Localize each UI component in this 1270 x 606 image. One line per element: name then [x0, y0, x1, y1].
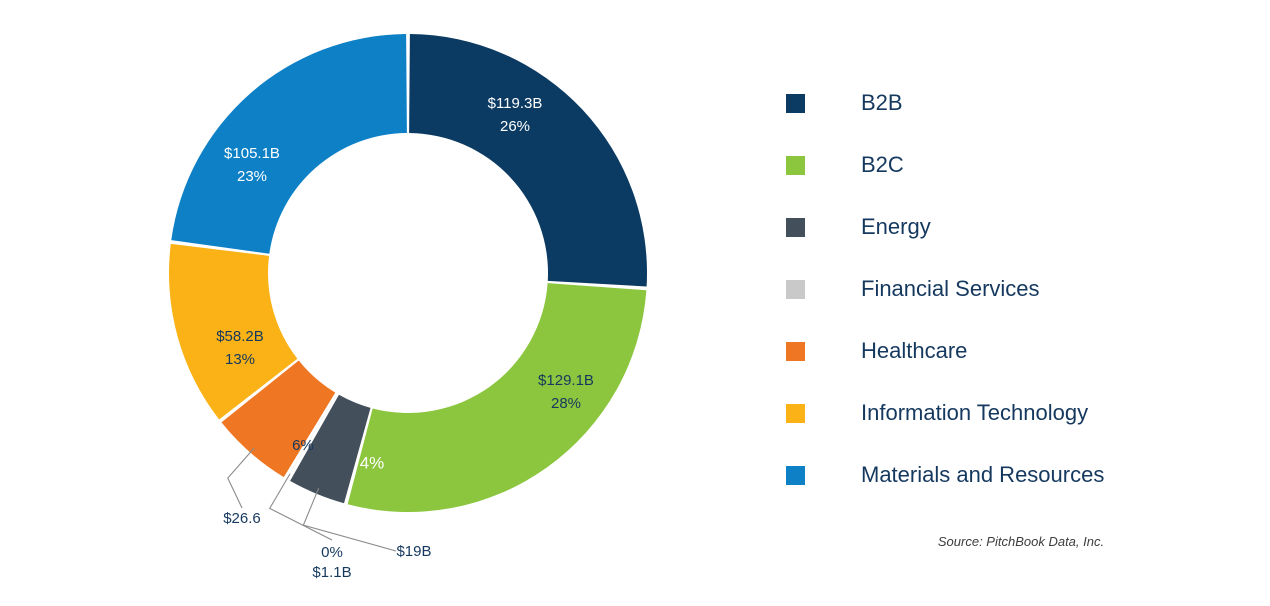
label-it-percent: 13%	[225, 351, 255, 368]
label-energy-percent: 4%	[360, 453, 385, 472]
legend-swatch-icon	[786, 93, 805, 113]
legend-item-financial-services[interactable]: Financial Services	[786, 258, 1256, 320]
legend-item-label: B2B	[861, 90, 903, 115]
legend-swatch-icon	[786, 465, 805, 485]
legend-swatch-icon	[786, 217, 805, 237]
label-materials-value: $105.1B	[224, 145, 280, 162]
legend-swatch-icon	[786, 341, 805, 361]
legend-item-materials-and-resources[interactable]: Materials and Resources	[786, 444, 1256, 506]
label-materials-percent: 23%	[237, 168, 267, 185]
chart-plot-area: $119.3B 26% $129.1B 28% $105.1B 23% $58.…	[169, 34, 647, 581]
donut-slice-b2b[interactable]	[409, 34, 647, 287]
donut-slice-materials-and-resources[interactable]	[171, 34, 407, 254]
donut-slice-healthcare[interactable]	[221, 360, 336, 478]
legend-item-information-technology[interactable]: Information Technology	[786, 382, 1256, 444]
label-b2c-percent: 28%	[551, 395, 581, 412]
label-b2b-percent: 26%	[500, 118, 530, 135]
callout-healthcare-value: $26.6	[223, 510, 261, 527]
leader-line-healthcare	[227, 447, 255, 509]
legend-item-label: Financial Services	[861, 276, 1040, 301]
callout-leader-lines	[227, 447, 397, 552]
legend-item-label: Energy	[861, 214, 931, 239]
leader-line-energy	[302, 487, 397, 552]
callout-financial-value: $1.1B	[312, 564, 351, 581]
donut-slice-financial-services[interactable]	[286, 393, 338, 480]
label-b2b-value: $119.3B	[488, 95, 543, 112]
legend-item-b2c[interactable]: B2C	[786, 134, 1256, 196]
label-healthcare-percent: 6%	[292, 437, 314, 454]
legend-item-energy[interactable]: Energy	[786, 196, 1256, 258]
slice-value-labels: $119.3B 26% $129.1B 28% $105.1B 23% $58.…	[216, 95, 594, 473]
label-b2c-value: $129.1B	[538, 372, 594, 389]
callout-labels: $26.6 0% $1.1B $19B	[223, 510, 431, 581]
legend-item-healthcare[interactable]: Healthcare	[786, 320, 1256, 382]
callout-energy-value: $19B	[396, 543, 431, 560]
legend-swatch-icon	[786, 155, 805, 175]
legend-item-b2b[interactable]: B2B	[786, 72, 1256, 134]
legend-item-label: B2C	[861, 152, 904, 177]
legend-item-label: Healthcare	[861, 338, 968, 363]
donut-slice-b2c[interactable]	[347, 283, 647, 513]
chart-legend: B2B B2C Energy Financial Services Healthcare…	[786, 72, 1256, 506]
donut-slice-energy[interactable]	[290, 394, 371, 504]
donut-slice-information-technology[interactable]	[169, 243, 298, 420]
leader-line-financial	[268, 473, 333, 541]
legend-item-label: Materials and Resources	[861, 462, 1105, 487]
donut-slices	[169, 34, 647, 513]
label-it-value: $58.2B	[216, 328, 264, 345]
callout-financial-percent: 0%	[321, 544, 343, 561]
legend-item-label: Information Technology	[861, 400, 1089, 425]
donut-chart-svg: $119.3B 26% $129.1B 28% $105.1B 23% $58.…	[169, 34, 647, 581]
legend-swatch-icon	[786, 279, 805, 299]
source-attribution: Source: PitchBook Data, Inc.	[937, 534, 1105, 549]
legend-swatch-icon	[786, 403, 805, 423]
